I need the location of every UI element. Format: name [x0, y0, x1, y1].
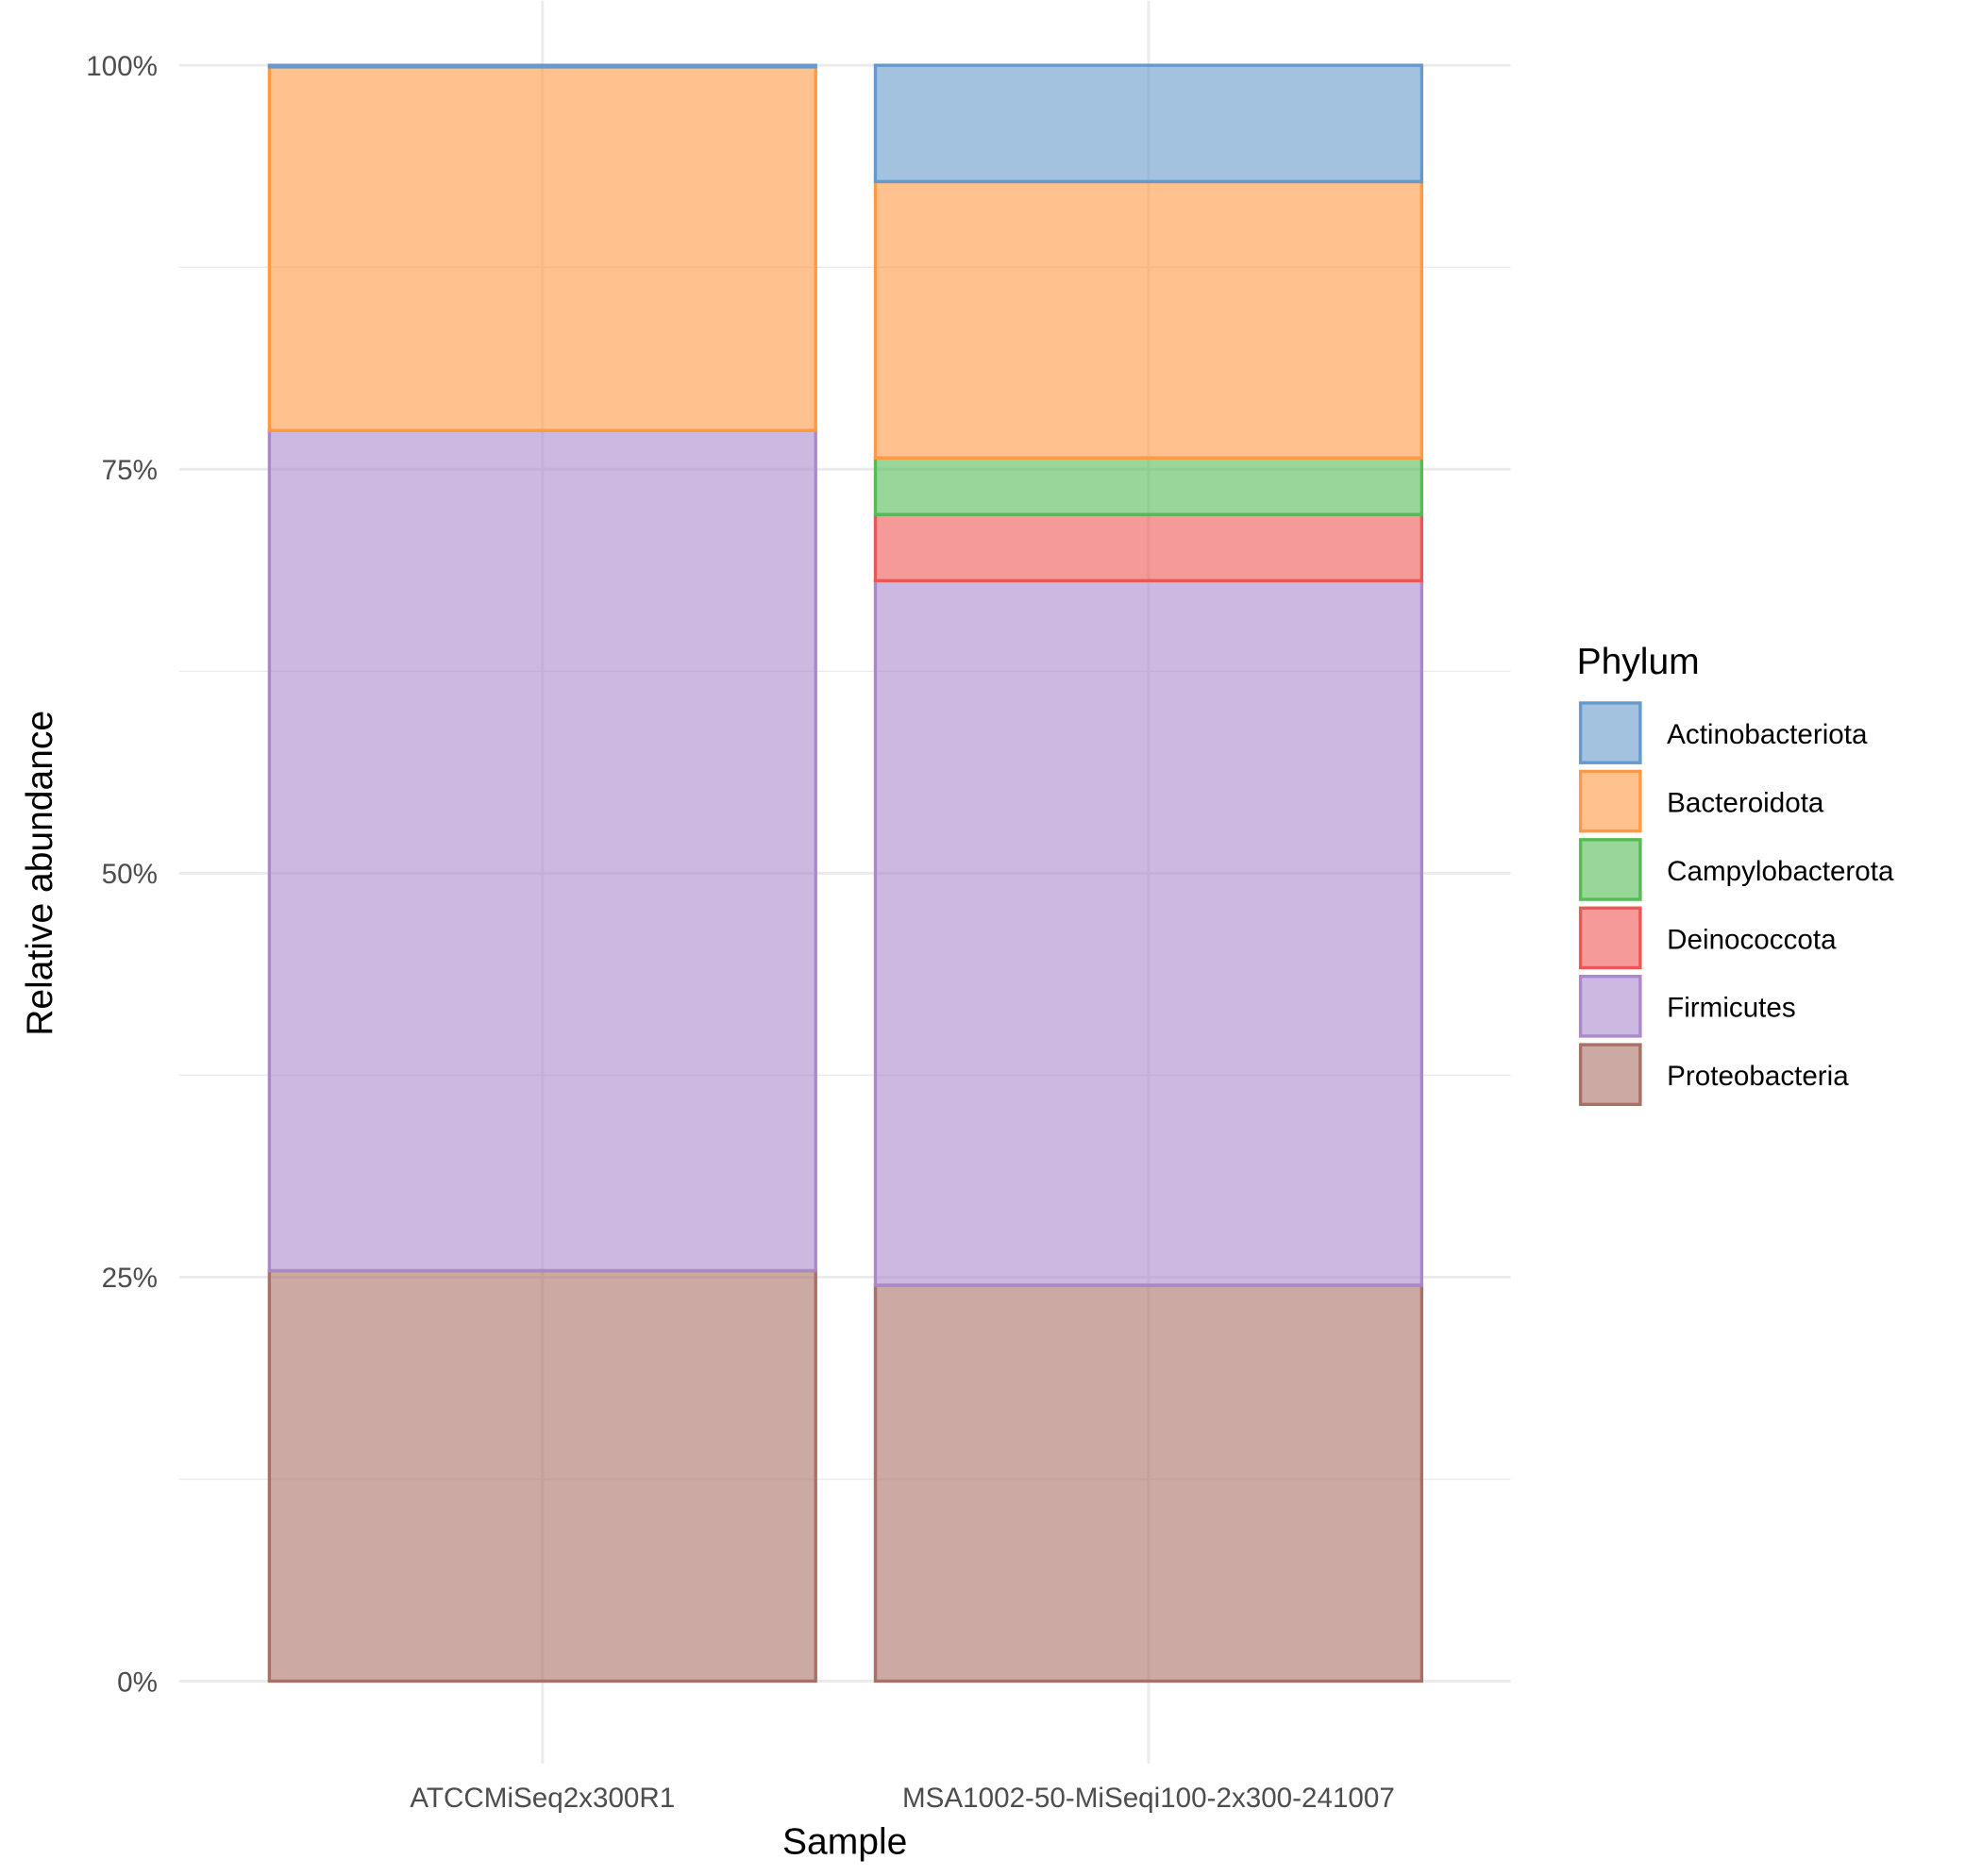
- bars: [267, 63, 1424, 1683]
- legend: Phylum Actinobacteriota Bacteroidota Campy…: [1577, 642, 1894, 1107]
- bar-segment-proteobacteria: [873, 1283, 1424, 1683]
- legend-label: Firmicutes: [1667, 993, 1796, 1024]
- bar-stack: [267, 63, 817, 1683]
- legend-swatch: [1578, 1043, 1642, 1107]
- y-tick-label: 75%: [102, 455, 158, 486]
- legend-label: Actinobacteriota: [1667, 719, 1868, 750]
- legend-swatch: [1578, 838, 1642, 901]
- legend-title: Phylum: [1577, 642, 1700, 682]
- bar-segment-actinobacteriota: [267, 63, 817, 69]
- x-axis-title: Sample: [782, 1822, 907, 1863]
- y-tick-label: 0%: [117, 1667, 158, 1698]
- bar-segment-actinobacteriota: [873, 63, 1424, 184]
- bar-segment-bacteroidota: [267, 65, 817, 432]
- legend-label: Proteobacteria: [1667, 1061, 1849, 1092]
- legend-swatch: [1578, 769, 1642, 833]
- legend-label: Campylobacterota: [1667, 856, 1894, 887]
- legend-swatch: [1578, 906, 1642, 970]
- y-axis-title: Relative abundance: [20, 711, 60, 1036]
- bar-segment-proteobacteria: [267, 1268, 817, 1683]
- bar-segment-deinococcota: [873, 512, 1424, 583]
- y-axis-ticks: 0% 25% 50% 75% 100%: [86, 51, 158, 1698]
- x-tick-label: MSA1002-50-MiSeqi100-2x300-241007: [902, 1783, 1395, 1814]
- legend-label: Deinococcota: [1667, 924, 1837, 955]
- bar-segment-bacteroidota: [873, 179, 1424, 460]
- bar-segment-firmicutes: [267, 428, 817, 1273]
- bar-segment-campylobacterota: [873, 456, 1424, 516]
- y-tick-label: 25%: [102, 1263, 158, 1294]
- legend-label: Bacteroidota: [1667, 787, 1824, 818]
- x-tick-label: ATCCMiSeq2x300R1: [410, 1783, 675, 1814]
- y-tick-label: 50%: [102, 859, 158, 890]
- x-axis-ticks: ATCCMiSeq2x300R1 MSA1002-50-MiSeqi100-2x3…: [410, 1783, 1394, 1814]
- y-tick-label: 100%: [86, 51, 158, 82]
- bar-stack: [873, 63, 1424, 1683]
- legend-swatch: [1578, 974, 1642, 1038]
- legend-swatch: [1578, 701, 1642, 764]
- bar-segment-firmicutes: [873, 578, 1424, 1287]
